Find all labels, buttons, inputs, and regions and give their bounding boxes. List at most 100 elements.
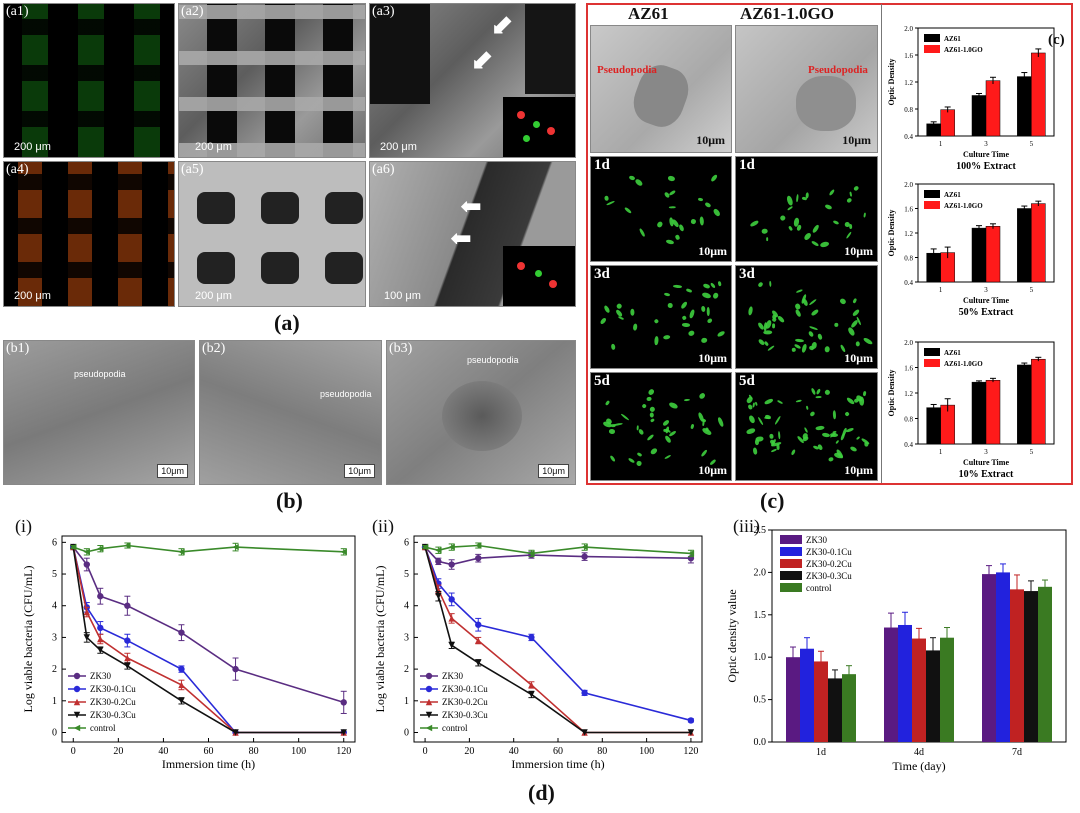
cell-mark <box>609 454 617 463</box>
scale-label: 10μm <box>698 351 727 365</box>
y-tick-label: 5 <box>52 569 57 580</box>
inset-fluorescence <box>503 246 575 306</box>
data-point <box>425 724 433 732</box>
cell-mark <box>681 315 687 322</box>
cell-mark <box>630 308 635 316</box>
cell-mark <box>771 323 775 329</box>
data-point <box>425 672 433 680</box>
chart-100-extract: 0.4 0.8 1.2 1.6 2.0 1 3 5 Culture Time 100% Extra… <box>887 25 1055 172</box>
data-point <box>124 654 131 662</box>
data-point <box>340 729 347 736</box>
scale-b2: 10μm <box>344 464 375 478</box>
x-tick-label: 1 <box>939 286 943 294</box>
image-c-1d-az61: 1d 10μm <box>590 156 732 262</box>
cell-mark <box>684 398 691 402</box>
data-point <box>83 548 90 556</box>
legend-label: control <box>806 583 832 593</box>
cell-mark <box>808 330 815 338</box>
cell-mark <box>690 424 695 430</box>
data-point <box>425 698 433 706</box>
cell-mark <box>628 457 636 464</box>
cell-mark <box>840 432 846 441</box>
legend-label: AZ61 <box>944 35 961 43</box>
x-tick-label: 4d <box>914 747 924 758</box>
legend-swatch <box>780 535 802 544</box>
bar <box>842 674 856 742</box>
cell-mark <box>637 428 645 436</box>
cell-mark <box>713 208 722 218</box>
y-tick-label: 3 <box>404 632 409 643</box>
cell-mark <box>709 282 716 289</box>
cell-mark <box>761 228 769 235</box>
y-tick-label: 5 <box>404 569 409 580</box>
cell-mark <box>763 340 770 347</box>
legend-label: ZK30-0.2Cu <box>90 697 136 707</box>
x-tick-label: 60 <box>553 746 563 757</box>
cell-mark <box>768 433 774 439</box>
data-point <box>448 561 455 568</box>
cell-mark <box>777 430 781 439</box>
label-a3: (a3) <box>372 4 395 19</box>
cell-mark <box>824 203 833 210</box>
legend-label: ZK30 <box>442 671 463 681</box>
cell-mark <box>673 284 683 289</box>
y-tick-label: 6 <box>404 537 409 548</box>
legend-label: ZK30-0.3Cu <box>442 710 488 720</box>
bar <box>1038 586 1052 742</box>
y-tick-label: 2 <box>404 664 409 675</box>
label-a4: (a4) <box>6 162 29 177</box>
cell-mark <box>822 432 831 438</box>
y-axis-label: Optic Density <box>887 370 896 417</box>
x-tick-label: 0 <box>71 746 76 757</box>
data-point <box>448 642 455 649</box>
scale-a3: 200 μm <box>380 141 417 153</box>
x-tick-label: 20 <box>464 746 474 757</box>
y-tick-label: 1.6 <box>904 365 913 373</box>
legend-label: AZ61 <box>944 191 961 199</box>
scale-label: 10μm <box>844 244 873 258</box>
data-point <box>581 553 588 560</box>
image-b3: (b3) pseudopodia 10μm <box>386 340 576 485</box>
bar <box>912 638 926 742</box>
data-point <box>232 665 239 673</box>
bar <box>971 227 987 283</box>
cell-mark <box>704 201 712 208</box>
data-point <box>178 697 185 704</box>
cell-mark <box>844 411 850 417</box>
x-tick-label: 1 <box>939 140 943 148</box>
image-c-sem-az61go: Pseudopodia 10μm <box>735 25 878 153</box>
cell-mark <box>747 305 754 316</box>
legend-label: control <box>442 723 468 733</box>
scale-label: 10μm <box>698 244 727 258</box>
image-a1: (a1) 200 μm <box>3 3 175 158</box>
legend-label: ZK30 <box>90 671 111 681</box>
legend-label: AZ61-1.0GO <box>944 46 983 54</box>
arrow-icon: ⬅ <box>450 224 472 253</box>
cell-mark <box>706 318 714 325</box>
cell-mark <box>710 173 719 183</box>
scale-b1: 10μm <box>157 464 188 478</box>
data-point <box>124 542 131 549</box>
bar <box>898 624 912 742</box>
chart-50-extract: 0.4 0.8 1.2 1.6 2.0 1 3 5 Culture Time 50% Extrac… <box>887 181 1055 318</box>
arrow-icon: ⬅ <box>460 192 482 221</box>
y-tick-label: 0 <box>404 727 409 738</box>
cell-mark <box>811 223 820 234</box>
data-point <box>97 646 104 654</box>
data-point <box>475 659 482 666</box>
cell-mark <box>652 318 660 325</box>
bar <box>1031 203 1046 283</box>
y-tick-label: 4 <box>52 601 57 612</box>
label-b1: (b1) <box>6 341 30 356</box>
cell-mark <box>697 197 704 202</box>
cell-mark <box>801 343 808 354</box>
pseudopodia-label: pseudopodia <box>467 355 519 365</box>
cell-mark <box>848 191 852 197</box>
data-point <box>528 634 535 641</box>
data-point <box>475 542 482 549</box>
scale-b3: 10μm <box>538 464 569 478</box>
x-tick-label: 0 <box>423 746 428 757</box>
cell-mark <box>700 305 706 313</box>
bar <box>926 407 941 445</box>
x-tick-label: 3 <box>984 448 988 456</box>
